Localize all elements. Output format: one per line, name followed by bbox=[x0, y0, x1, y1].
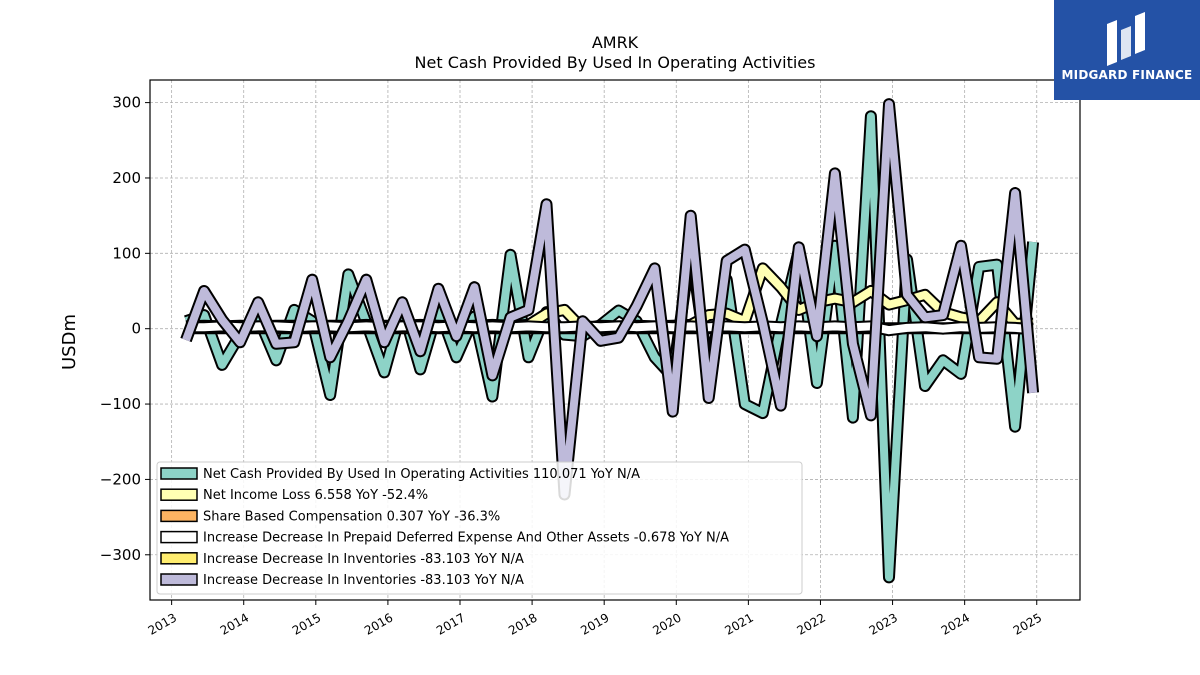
chart-subtitle: Net Cash Provided By Used In Operating A… bbox=[415, 53, 816, 72]
y-tick-label: 300 bbox=[112, 94, 141, 112]
x-tick-label: 2019 bbox=[578, 610, 611, 637]
legend-label: Share Based Compensation 0.307 YoY -36.3… bbox=[203, 509, 500, 524]
x-tick-label: 2014 bbox=[218, 610, 251, 637]
x-tick-label: 2023 bbox=[867, 610, 900, 637]
brand-name: MIDGARD FINANCE bbox=[1061, 68, 1193, 82]
x-tick-label: 2016 bbox=[362, 610, 395, 637]
series-5 bbox=[180, 98, 1040, 501]
x-tick-label: 2018 bbox=[506, 610, 539, 637]
legend-swatch bbox=[160, 467, 198, 480]
legend-label: Net Income Loss 6.558 YoY -52.4% bbox=[203, 488, 428, 503]
x-tick-label: 2017 bbox=[434, 610, 467, 637]
legend-label: Increase Decrease In Prepaid Deferred Ex… bbox=[203, 531, 729, 546]
series-group bbox=[180, 98, 1040, 584]
legend-label: Increase Decrease In Inventories -83.103… bbox=[203, 573, 524, 588]
x-tick-label: 2022 bbox=[795, 610, 828, 637]
x-tick-label: 2020 bbox=[650, 610, 683, 637]
x-tick-label: 2025 bbox=[1011, 610, 1044, 637]
x-tick-label: 2015 bbox=[290, 610, 323, 637]
series-line bbox=[182, 100, 1038, 499]
x-tick-label: 2021 bbox=[722, 610, 755, 637]
y-tick-label: −200 bbox=[100, 470, 141, 488]
plot-frame bbox=[149, 79, 1081, 601]
legend-swatch bbox=[160, 488, 198, 501]
legend-swatch bbox=[160, 530, 198, 544]
legend: Net Cash Provided By Used In Operating A… bbox=[156, 461, 803, 595]
legend-swatch bbox=[160, 509, 198, 523]
legend-swatch bbox=[160, 573, 198, 586]
y-tick-label: 200 bbox=[112, 169, 141, 187]
y-tick-label: 0 bbox=[131, 320, 141, 338]
series-line bbox=[186, 322, 1034, 335]
y-tick-label: −100 bbox=[100, 395, 141, 413]
legend-swatch bbox=[160, 552, 198, 565]
y-tick-label: −300 bbox=[100, 546, 141, 564]
y-axis-label: USDm bbox=[59, 314, 80, 370]
midgard-m-logo-icon bbox=[1107, 12, 1145, 66]
series-0 bbox=[184, 110, 1040, 584]
x-tick-label: 2024 bbox=[939, 610, 972, 637]
series-3 bbox=[186, 320, 1034, 337]
chart-title: AMRK bbox=[592, 33, 639, 52]
legend-label: Net Cash Provided By Used In Operating A… bbox=[203, 467, 640, 482]
plot-area bbox=[180, 98, 1040, 584]
legend-box bbox=[156, 461, 803, 595]
legend-label: Increase Decrease In Inventories -83.103… bbox=[203, 552, 524, 567]
y-tick-label: 100 bbox=[112, 244, 141, 262]
series-line bbox=[184, 112, 1038, 582]
x-tick-label: 2013 bbox=[146, 610, 179, 637]
brand-logo: MIDGARD FINANCE bbox=[1054, 0, 1200, 100]
